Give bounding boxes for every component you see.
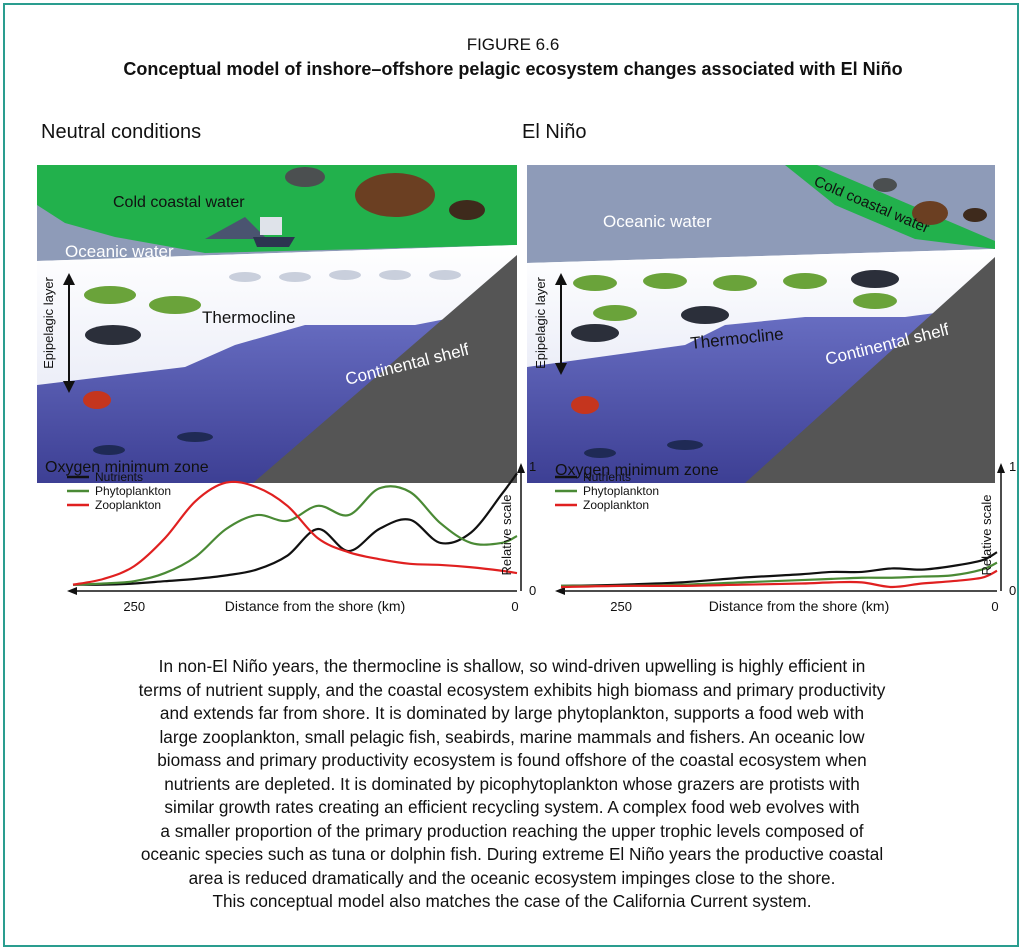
x-axis-title: Distance from the shore (km) [225, 598, 406, 614]
neutral-cross-section: Cold coastal water Oceanic water Thermoc… [37, 165, 517, 483]
figure-title: Conceptual model of inshore–offshore pel… [123, 59, 903, 79]
series-line-nutrients [560, 551, 998, 587]
fish-school [229, 270, 461, 282]
dolphin-fish [84, 286, 201, 314]
x-axis-arrow [555, 587, 565, 595]
x-tick-label: 0 [511, 599, 518, 614]
panel-title-el-nino: El Niño [522, 121, 587, 143]
caption-line: a smaller proportion of the primary prod… [160, 820, 864, 841]
y-axis-title: Relative scale [499, 495, 514, 576]
deep-fish [584, 440, 703, 458]
caption-line: large zooplankton, small pelagic fish, s… [159, 726, 865, 747]
epipelagic-layer-label: Epipelagic layer [41, 276, 56, 368]
epipelagic-arrow [555, 273, 567, 375]
panel-title-neutral: Neutral conditions [41, 121, 202, 143]
caption-line: In non-El Niño years, the thermocline is… [158, 656, 866, 676]
caption-line: area is reduced dramatically and the oce… [188, 867, 836, 888]
el-nino-cross-section: Cold coastal water Oceanic water Thermoc… [527, 165, 995, 483]
caption-line: nutrients are depleted. It is dominated … [164, 773, 860, 794]
y-axis-arrow [517, 463, 525, 473]
caption-line: This conceptual model also matches the c… [212, 891, 812, 911]
oxygen-minimum-zone-label: Oxygen minimum zone [45, 459, 209, 476]
y-tick-label: 1 [529, 459, 536, 474]
seabird [449, 200, 485, 220]
oceanic-water-label: Oceanic water [603, 212, 712, 231]
oxygen-minimum-zone-label: Oxygen minimum zone [555, 462, 719, 479]
sea-lion [355, 173, 435, 217]
oceanic-water-label: Oceanic water [65, 242, 174, 261]
x-tick-label: 250 [610, 599, 632, 614]
legend-label: Nutrients [583, 470, 631, 484]
legend-label: Phytoplankton [95, 484, 171, 498]
y-axis-title: Relative scale [979, 495, 994, 576]
cold-coastal-water [785, 165, 995, 249]
seabird [873, 178, 897, 192]
continental-shelf [745, 257, 995, 483]
series-line-zooplankton [560, 569, 998, 589]
epipelagic-layer [37, 245, 517, 385]
dolphin-fish [573, 273, 897, 321]
figure-caption: In non-El Niño years, the thermocline is… [27, 655, 997, 914]
figure-frame: FIGURE 6.6 Conceptual model of inshore–o… [3, 3, 1019, 947]
caption-line: terms of nutrient supply, and the coasta… [138, 679, 886, 700]
series-line-zooplankton [72, 480, 518, 586]
y-axis-arrow [997, 463, 1005, 473]
epipelagic-arrow [63, 273, 75, 393]
series-line-nutrients [72, 472, 518, 586]
legend-label: Zooplankton [95, 498, 161, 512]
sea-lion [912, 201, 948, 225]
x-axis-arrow [67, 587, 77, 595]
x-axis-title: Distance from the shore (km) [709, 598, 890, 614]
x-tick-label: 250 [123, 599, 145, 614]
thermocline-label: Thermocline [202, 308, 296, 327]
squid [83, 391, 111, 409]
series-line-phytoplankton [72, 485, 518, 586]
ecosystem-diagram: Cold coastal water Oceanic water Thermoc… [37, 165, 1016, 614]
figure-label: FIGURE 6.6 [466, 35, 560, 54]
seabird [285, 167, 325, 187]
seabird [963, 208, 987, 222]
caption-line: oceanic species such as tuna or dolphin … [140, 844, 884, 864]
deep-fish [93, 432, 213, 455]
epipelagic-layer-label: Epipelagic layer [533, 276, 548, 368]
tuna [85, 325, 141, 345]
squid [571, 396, 599, 414]
continental-shelf [253, 255, 517, 483]
fishing-boat [205, 217, 295, 247]
y-tick-label: 0 [529, 583, 536, 598]
cold-coastal-water-label: Cold coastal water [113, 194, 245, 211]
caption-line: similar growth rates creating an efficie… [164, 797, 860, 817]
x-tick-label: 0 [991, 599, 998, 614]
legend-label: Nutrients [95, 470, 143, 484]
legend-label: Phytoplankton [583, 484, 659, 498]
caption-line: and extends far from shore. It is domina… [159, 703, 865, 723]
tuna [571, 270, 899, 342]
caption-line: biomass and primary productivity ecosyst… [157, 750, 867, 770]
legend-label: Zooplankton [583, 498, 649, 512]
y-tick-label: 0 [1009, 583, 1016, 598]
y-tick-label: 1 [1009, 459, 1016, 474]
